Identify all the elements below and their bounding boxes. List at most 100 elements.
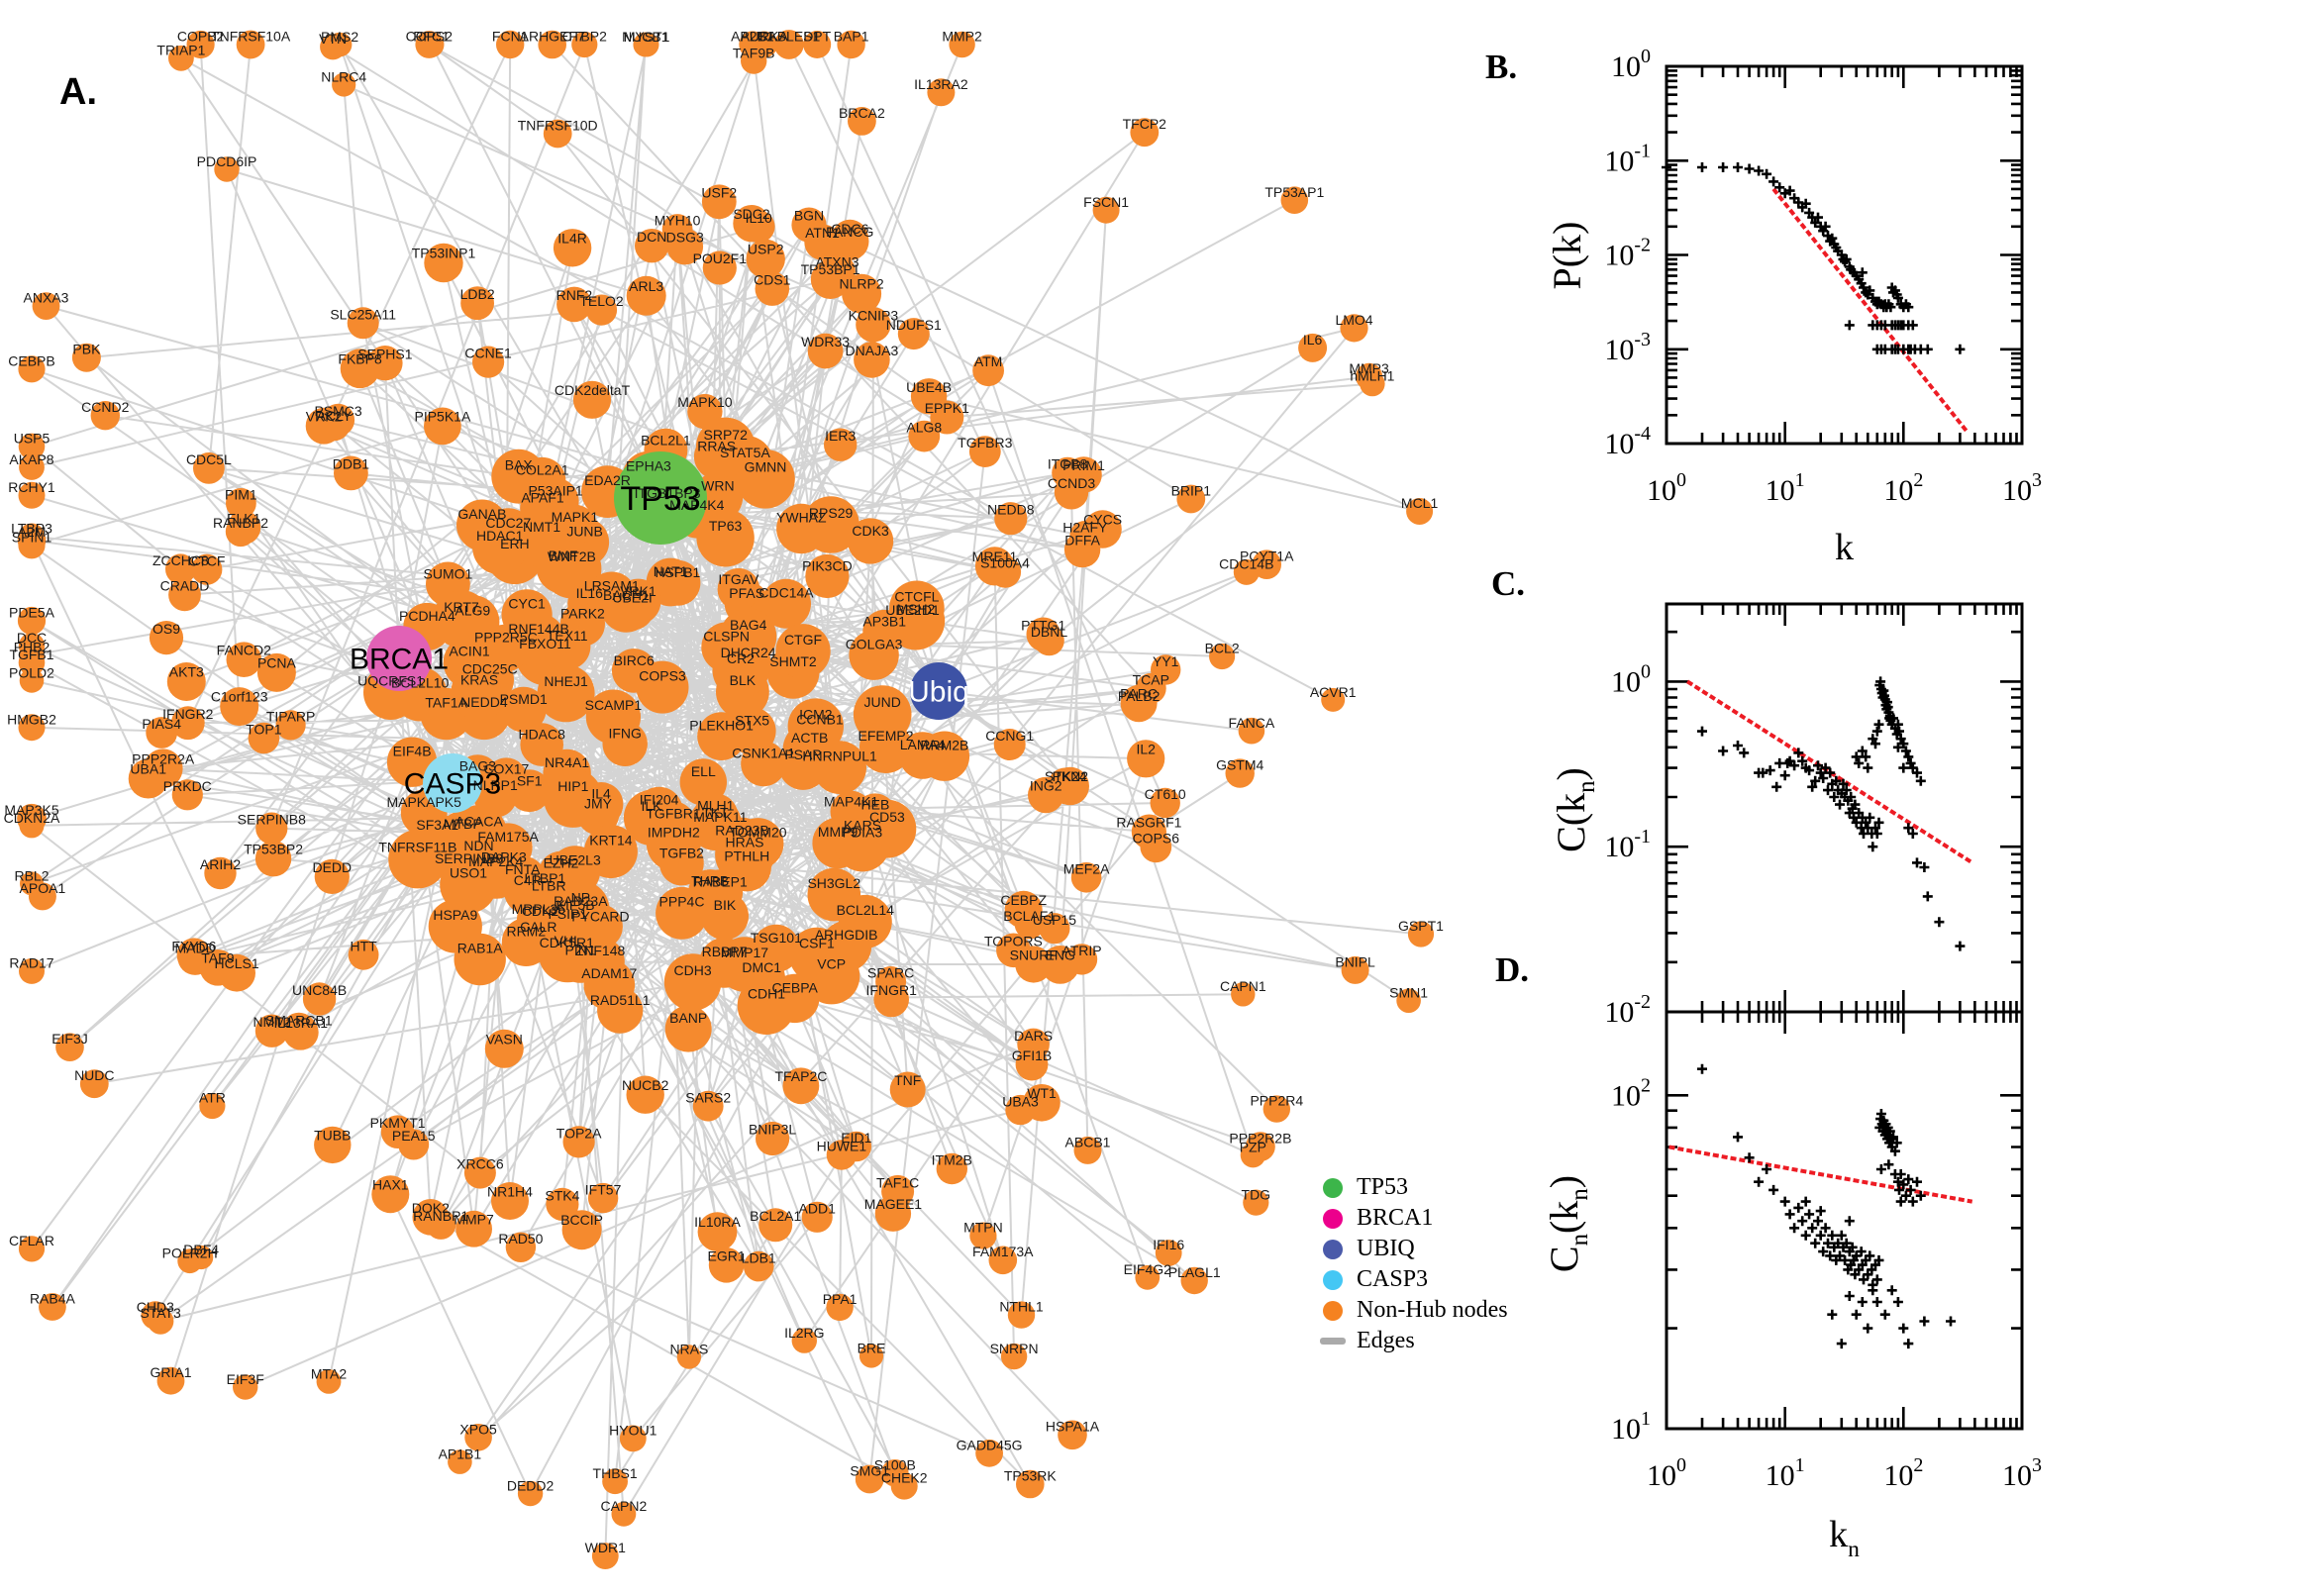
network-node bbox=[1252, 549, 1281, 579]
hub-ubiq-node bbox=[910, 662, 967, 720]
network-node-label: TIPARP bbox=[266, 709, 316, 725]
network-node bbox=[1298, 333, 1328, 362]
network-node-label: PSMD1 bbox=[500, 691, 548, 707]
network-node bbox=[849, 630, 899, 680]
network-node-label: THBS1 bbox=[593, 1465, 638, 1481]
network-node-label: TP53BP2 bbox=[244, 842, 303, 857]
network-node bbox=[491, 1182, 529, 1220]
network-node-label: UBE2I bbox=[612, 590, 652, 606]
network-node bbox=[583, 825, 638, 879]
network-node-label: FANCG bbox=[826, 224, 873, 240]
network-node-label: MYST1 bbox=[624, 29, 670, 45]
network-node-label: PMS2 bbox=[321, 29, 358, 45]
network-node bbox=[191, 553, 223, 585]
network-node-label: HIP1 bbox=[557, 778, 588, 794]
network-node-label: DHCR24 bbox=[721, 645, 776, 660]
network-node-label: TCAP bbox=[1133, 671, 1169, 687]
network-node bbox=[511, 613, 566, 668]
network-node bbox=[803, 31, 832, 58]
network-node-label: TNFRSF10D bbox=[518, 117, 598, 133]
network-node-label: ATM bbox=[974, 353, 1003, 369]
plot-d-xtick-label: 102 bbox=[1883, 1454, 1923, 1492]
network-node-label: EIF4G2 bbox=[1124, 1261, 1171, 1277]
network-node bbox=[275, 710, 306, 741]
network-node bbox=[517, 1480, 544, 1507]
network-node-label: C1orf123 bbox=[211, 689, 268, 705]
hub-tp53-node bbox=[614, 451, 707, 545]
network-node bbox=[143, 748, 183, 789]
network-node-label: PPA1 bbox=[823, 1291, 858, 1307]
network-node-label: PPP4C bbox=[659, 894, 705, 910]
network-node bbox=[1016, 1469, 1045, 1499]
plot-c-ticks bbox=[1665, 604, 2024, 1014]
network-node-label: VHL bbox=[555, 933, 581, 948]
network-node-label: NR1H4 bbox=[487, 1183, 533, 1199]
network-node-label: VASN bbox=[486, 1031, 523, 1047]
network-node-label: TRIAP1 bbox=[156, 43, 205, 58]
network-node-label: IL10RA bbox=[694, 1214, 741, 1230]
network-node-label: APAF1 bbox=[521, 490, 564, 506]
network-node-label: RASGRF1 bbox=[1116, 815, 1181, 831]
network-node bbox=[897, 318, 930, 350]
network-node-label: SDC2 bbox=[733, 206, 770, 222]
network-node bbox=[332, 72, 356, 97]
network-node-label: RBBP7 bbox=[702, 944, 748, 959]
network-node bbox=[1039, 913, 1070, 945]
network-node-label: FANCA bbox=[1229, 715, 1275, 731]
network-node-label: MLH1 bbox=[697, 797, 735, 813]
network-node-label: WRN bbox=[701, 478, 734, 494]
network-node-label: PSAP bbox=[784, 747, 821, 762]
network-node-label: HDAC8 bbox=[518, 727, 565, 743]
network-node-label: WNT2B bbox=[548, 549, 596, 564]
network-node bbox=[28, 882, 56, 911]
network-node-label: MAPKAPK5 bbox=[386, 794, 461, 810]
network-node bbox=[540, 898, 595, 953]
network-node-label: MRPL36 bbox=[512, 901, 566, 917]
network-node bbox=[165, 553, 196, 585]
network-node bbox=[463, 1156, 496, 1189]
network-node bbox=[19, 454, 45, 480]
legend-item-casp3: CASP3 bbox=[1323, 1264, 1508, 1295]
network-node-label: TFAP2C bbox=[774, 1068, 827, 1084]
network-node bbox=[146, 717, 178, 748]
network-node bbox=[889, 580, 945, 637]
legend-item-ubiq: UBIQ bbox=[1323, 1234, 1508, 1264]
plot-c-ytick-label: 100 bbox=[1611, 660, 1651, 698]
network-node-label: FANCD2 bbox=[217, 643, 271, 658]
network-node-label: KRAS bbox=[460, 672, 498, 688]
network-node-label: DBNL bbox=[1031, 624, 1068, 640]
network-node-label: BANP bbox=[669, 1010, 707, 1026]
plot-b-ticks bbox=[1665, 64, 2024, 446]
network-node bbox=[663, 953, 722, 1011]
network-node-label: NMT2 bbox=[252, 1014, 290, 1030]
network-node-label: NEDD8 bbox=[987, 502, 1035, 518]
network-node-label: JUNB bbox=[566, 524, 603, 540]
network-node bbox=[1240, 1143, 1266, 1168]
network-node-label: NHEJ1 bbox=[544, 673, 588, 689]
network-node-label: TNF bbox=[894, 1072, 921, 1088]
network-node-label: ZCCHC8 bbox=[152, 552, 209, 568]
network-node bbox=[1150, 787, 1180, 819]
network-node-label: ATRIP bbox=[1061, 943, 1101, 958]
network-node-label: TUBB bbox=[314, 1128, 351, 1144]
network-node bbox=[398, 1129, 430, 1160]
network-node-label: H2AFY bbox=[1062, 520, 1108, 536]
network-node-label: CEBPZ bbox=[1000, 892, 1047, 908]
network-node-label: GMNN bbox=[745, 458, 787, 474]
network-node-label: XPO5 bbox=[459, 1421, 497, 1437]
legend-dot-swatch bbox=[1323, 1269, 1343, 1290]
network-node-label: BRCA2 bbox=[839, 105, 885, 121]
network-node-label: MAP2K4 bbox=[468, 853, 523, 869]
network-node-label: ALG8 bbox=[906, 420, 942, 436]
network-node-label: LTBP1 bbox=[525, 870, 566, 886]
network-node bbox=[927, 78, 956, 107]
network-node bbox=[314, 1126, 352, 1164]
network-node-label: PPP2R2A bbox=[132, 750, 195, 766]
network-node-label: MEF2A bbox=[1063, 860, 1110, 876]
network-node bbox=[1034, 625, 1064, 656]
network-node bbox=[256, 652, 296, 692]
network-node-label: PCNA bbox=[257, 655, 297, 671]
network-node-label: ATR bbox=[199, 1090, 226, 1106]
network-node-label: MAPK1 bbox=[552, 509, 599, 525]
network-node-label: TOP1 bbox=[246, 722, 282, 738]
